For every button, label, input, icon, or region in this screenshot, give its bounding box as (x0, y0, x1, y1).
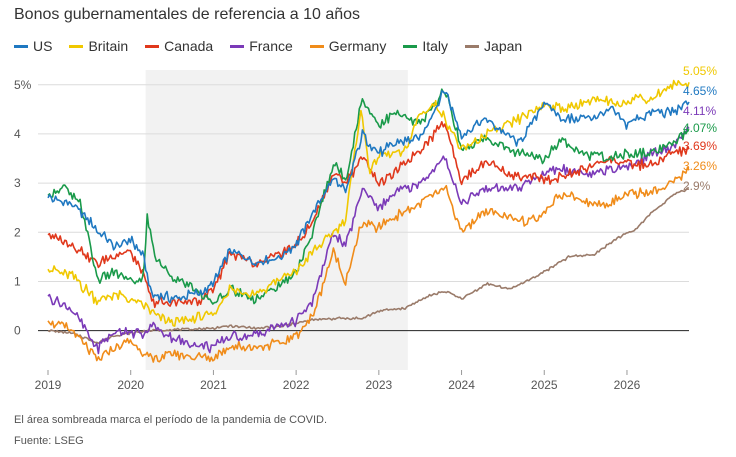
legend-swatch (14, 44, 28, 48)
legend-item-us: US (14, 38, 52, 54)
legend-item-canada: Canada (145, 38, 213, 54)
legend-swatch (403, 44, 418, 48)
legend-item-japan: Japan (465, 38, 522, 54)
legend-label: Japan (484, 38, 523, 54)
y-tick-label: 5% (14, 78, 32, 92)
x-tick-label: 2021 (200, 378, 227, 392)
legend-label: Germany (328, 38, 387, 54)
y-tick-label: 3 (14, 176, 21, 190)
legend-item-italy: Italy (403, 38, 448, 54)
legend-label: US (33, 38, 53, 54)
x-tick-label: 2023 (365, 378, 392, 392)
series-line-us (47, 90, 690, 304)
x-tick-label: 2026 (614, 378, 641, 392)
legend-swatch (69, 44, 84, 48)
end-value-label-italy: 4.07% (683, 121, 717, 135)
y-tick-label: 0 (14, 324, 21, 338)
chart-title: Bonos gubernamentales de referencia a 10… (14, 6, 361, 23)
legend-item-britain: Britain (69, 38, 128, 54)
end-value-label-canada: 3.69% (683, 139, 717, 153)
end-value-label-france: 4.11% (683, 104, 716, 118)
x-tick-label: 2024 (448, 378, 475, 392)
legend-swatch (230, 44, 245, 48)
chart-footnote: El área sombreada marca el período de la… (14, 414, 328, 426)
series-line-britain (47, 79, 690, 327)
legend-swatch (465, 44, 480, 48)
chart-source: Fuente: LSEG (14, 435, 84, 447)
legend-label: France (249, 38, 293, 54)
end-value-label-britain: 5.05% (683, 64, 717, 78)
y-tick-label: 4 (14, 127, 21, 141)
y-tick-label: 2 (14, 225, 21, 239)
y-tick-label: 1 (14, 274, 21, 288)
legend-label: Canada (164, 38, 214, 54)
line-chart: 0 1 2 3 4 5% 2019 2020 2021 2022 2023 2024 2025 2026 4… (14, 64, 717, 392)
series-line-japan (47, 187, 689, 344)
series-line-germany (47, 166, 690, 363)
x-tick-label: 2022 (283, 378, 310, 392)
legend-swatch (145, 44, 160, 48)
legend-label: Britain (88, 38, 129, 54)
x-tick-label: 2025 (531, 378, 558, 392)
legend-item-germany: Germany (309, 38, 387, 54)
x-tick-label: 2019 (35, 378, 62, 392)
end-value-label-us: 4.65% (683, 84, 717, 98)
legend-label: Italy (422, 38, 449, 54)
chart-legend: US Britain Canada France Germany Italy Japan (14, 38, 539, 54)
x-tick-label: 2020 (117, 378, 144, 392)
end-value-label-germany: 3.26% (683, 159, 717, 173)
series-line-italy (47, 88, 690, 305)
legend-item-france: France (230, 38, 293, 54)
legend-swatch (309, 44, 324, 48)
series-line-france (47, 125, 690, 355)
end-value-label-japan: 2.9% (683, 179, 711, 193)
